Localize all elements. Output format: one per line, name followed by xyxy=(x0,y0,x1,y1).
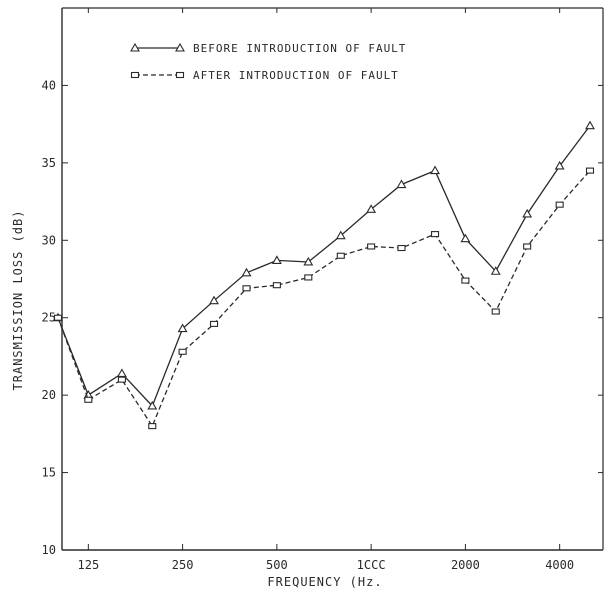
data-point xyxy=(177,323,188,333)
data-point xyxy=(148,423,157,430)
y-axis: 10 15 20 25 30 35 40 xyxy=(42,78,603,557)
data-point xyxy=(585,167,595,174)
data-point xyxy=(366,204,377,213)
data-point xyxy=(241,267,252,277)
data-point xyxy=(336,252,345,259)
x-tick-label: 2000 xyxy=(451,558,480,572)
data-point xyxy=(53,314,63,321)
legend-label-before: BEFORE INTRODUCTION OF FAULT xyxy=(193,42,406,55)
x-axis: 125 250 500 1CCC 2000 4000 xyxy=(78,8,574,572)
data-point xyxy=(367,243,376,250)
series-line-after xyxy=(57,170,591,428)
y-tick-label: 35 xyxy=(42,156,56,170)
data-point xyxy=(147,400,158,410)
x-tick-label: 500 xyxy=(266,558,288,572)
legend-label-after: AFTER INTRODUCTION OF FAULT xyxy=(193,69,399,82)
legend-marker xyxy=(175,71,185,79)
x-tick-label: 1CCC xyxy=(357,558,386,572)
data-point xyxy=(461,277,470,284)
data-point xyxy=(117,376,126,383)
x-tick-label: 125 xyxy=(78,558,100,572)
y-tick-label: 20 xyxy=(42,388,56,402)
legend-marker xyxy=(130,42,140,52)
data-point xyxy=(491,308,500,315)
plot-frame xyxy=(61,7,604,551)
legend-marker-before xyxy=(130,42,185,52)
data-point xyxy=(396,179,407,189)
data-point xyxy=(490,266,501,275)
series-line-before xyxy=(57,125,591,408)
data-point xyxy=(523,243,532,250)
data-point xyxy=(271,255,282,264)
data-point xyxy=(430,165,440,175)
legend-marker-after xyxy=(130,71,185,79)
x-axis-title: FREQUENCY (Hz. xyxy=(267,575,382,589)
data-point xyxy=(116,368,127,378)
y-axis-title: TRANSMISSION LOSS (dB) xyxy=(11,210,25,391)
x-tick-label: 250 xyxy=(172,558,194,572)
data-point xyxy=(272,282,281,289)
y-tick-label: 15 xyxy=(42,466,56,480)
y-tick-label: 30 xyxy=(42,233,56,247)
legend-marker xyxy=(130,71,140,79)
data-point xyxy=(397,244,406,252)
data-point xyxy=(178,348,187,355)
y-tick-label: 10 xyxy=(42,543,56,557)
data-point xyxy=(304,274,313,281)
data-point xyxy=(84,396,93,403)
series-after xyxy=(53,167,595,430)
data-point xyxy=(585,120,595,130)
y-tick-label: 25 xyxy=(42,311,56,325)
legend-marker xyxy=(175,42,185,52)
data-point xyxy=(430,231,440,238)
data-point xyxy=(335,230,346,240)
data-point xyxy=(554,160,565,170)
data-point xyxy=(303,256,314,266)
y-tick-label: 40 xyxy=(42,78,56,92)
data-point xyxy=(522,208,533,218)
data-point xyxy=(209,295,219,305)
data-point xyxy=(460,233,471,243)
legend: BEFORE INTRODUCTION OF FAULT AFTER INTRO… xyxy=(130,42,406,82)
data-point xyxy=(209,320,219,327)
series-before xyxy=(53,120,595,410)
series-layer xyxy=(53,120,595,430)
data-point xyxy=(555,201,564,208)
x-tick-label: 4000 xyxy=(545,558,574,572)
data-point xyxy=(242,285,251,292)
